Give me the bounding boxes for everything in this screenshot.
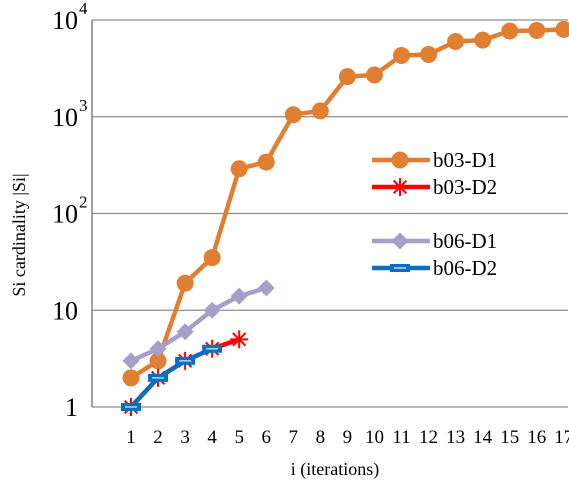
y-tick-4: 10 4 xyxy=(52,0,88,35)
x-tick-label: 14 xyxy=(473,427,493,448)
y-tick-exponent: 2 xyxy=(79,193,88,212)
legend-label: b03-D1 xyxy=(433,148,497,172)
x-tick-label: 1 xyxy=(126,427,136,448)
x-tick-label: 17 xyxy=(554,427,569,448)
legend-label: b06-D2 xyxy=(433,256,497,280)
marker-circle xyxy=(230,160,248,178)
legend-item-b06-D1: b06-D1 xyxy=(372,229,497,253)
x-tick-label: 6 xyxy=(262,427,272,448)
series-group xyxy=(121,20,569,416)
marker-dash xyxy=(121,403,141,411)
marker-diamond xyxy=(122,352,140,370)
marker-circle xyxy=(420,45,438,63)
marker-circle xyxy=(474,31,492,49)
marker-asterisk xyxy=(391,178,409,196)
series-b06-D2 xyxy=(121,344,223,411)
x-tick-label: 11 xyxy=(392,427,410,448)
y-tick-2: 10 2 xyxy=(52,193,88,229)
legend-item-b03-D1: b03-D1 xyxy=(372,148,497,172)
marker-circle xyxy=(528,21,546,39)
marker-diamond xyxy=(257,279,275,297)
legend-item-b03-D2: b03-D2 xyxy=(372,175,497,199)
marker-diamond xyxy=(149,340,167,358)
x-tick-label: 7 xyxy=(289,427,299,448)
marker-circle xyxy=(203,249,221,267)
y-tick-0: 1 xyxy=(65,393,78,422)
marker-circle xyxy=(122,369,140,387)
marker-dash xyxy=(148,373,169,382)
marker-diamond xyxy=(230,287,248,305)
x-tick-label: 12 xyxy=(419,427,438,448)
x-axis-title: i (iterations) xyxy=(291,459,379,480)
legend: b03-D1 b03-D2 b06-D1 b06-D2 xyxy=(372,148,497,280)
x-axis-ticks: 1 2 3 4 5 6 7 8 9 10 11 12 13 14 15 16 17 xyxy=(126,427,569,448)
marker-diamond xyxy=(391,232,409,250)
legend-label: b03-D2 xyxy=(433,175,497,199)
series-b06-D1 xyxy=(122,279,275,370)
y-tick-exponent: 4 xyxy=(79,0,88,18)
marker-circle xyxy=(284,106,302,124)
marker-circle xyxy=(338,68,356,86)
x-tick-label: 16 xyxy=(527,427,546,448)
marker-circle xyxy=(391,151,409,169)
y-tick-3: 10 3 xyxy=(52,96,88,132)
grid-lines xyxy=(92,19,568,408)
x-tick-label: 5 xyxy=(234,427,244,448)
marker-dash xyxy=(390,264,410,272)
y-tick-label: 10 xyxy=(52,200,78,229)
marker-circle xyxy=(555,20,569,38)
marker-dash xyxy=(175,356,196,365)
marker-circle xyxy=(257,153,275,171)
y-tick-1: 10 xyxy=(52,296,78,325)
x-tick-label: 15 xyxy=(500,427,519,448)
y-tick-exponent: 3 xyxy=(79,96,88,115)
legend-label: b06-D1 xyxy=(433,229,497,253)
series-b03-D1 xyxy=(122,20,569,387)
x-tick-label: 13 xyxy=(446,427,465,448)
marker-diamond xyxy=(203,301,221,319)
x-tick-label: 9 xyxy=(343,427,353,448)
series-line xyxy=(129,346,214,409)
y-tick-label: 10 xyxy=(52,6,78,35)
marker-circle xyxy=(149,352,167,370)
x-tick-label: 10 xyxy=(365,427,384,448)
x-tick-label: 2 xyxy=(153,427,163,448)
y-axis-title: Si cardinality |Si| xyxy=(9,173,29,296)
marker-dash xyxy=(202,344,223,353)
y-tick-label: 10 xyxy=(52,103,78,132)
marker-circle xyxy=(176,274,194,292)
legend-item-b06-D2: b06-D2 xyxy=(372,256,497,280)
marker-circle xyxy=(311,102,329,120)
marker-circle xyxy=(447,32,465,50)
x-tick-label: 8 xyxy=(316,427,326,448)
x-tick-label: 3 xyxy=(180,427,190,448)
marker-diamond xyxy=(176,323,194,341)
marker-circle xyxy=(365,66,383,84)
marker-circle xyxy=(393,46,410,64)
y-tick-label: 10 xyxy=(52,296,78,325)
y-tick-label: 1 xyxy=(65,393,78,422)
marker-asterisk xyxy=(230,330,249,349)
x-tick-label: 4 xyxy=(207,427,217,448)
marker-circle xyxy=(501,22,519,40)
series-line xyxy=(129,337,240,409)
